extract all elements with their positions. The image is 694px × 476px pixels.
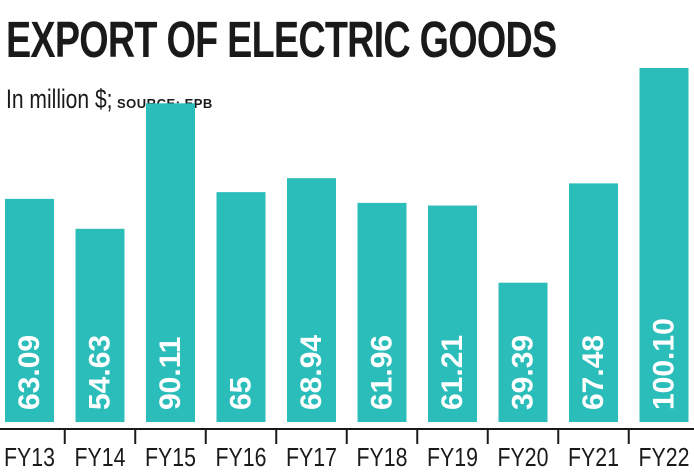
x-tick-label-fy16: FY16 [216, 443, 267, 473]
x-tick-label-fy15: FY15 [145, 443, 196, 473]
value-label-fy16: 65 [225, 377, 258, 410]
bar-fy15 [146, 103, 195, 422]
value-label-fy22: 100.10 [648, 318, 681, 410]
x-tick-label-fy18: FY18 [357, 443, 408, 473]
value-label-fy18: 61.96 [366, 335, 399, 410]
bar-fy17 [287, 178, 336, 422]
x-tick-label-fy19: FY19 [427, 443, 478, 473]
bar-fy22 [639, 68, 689, 422]
value-label-fy13: 63.09 [13, 335, 46, 410]
bar-fy20 [498, 282, 548, 422]
bar-fy21 [569, 183, 618, 422]
bar-fy16 [216, 192, 266, 422]
x-tick-label-fy13: FY13 [4, 443, 55, 473]
value-label-fy20: 39.39 [507, 335, 540, 410]
value-label-fy19: 61.21 [436, 335, 469, 410]
value-label-fy14: 54.63 [84, 335, 117, 410]
x-tick-label-fy20: FY20 [498, 443, 549, 473]
value-label-fy15: 90.11 [154, 337, 187, 410]
bar-fy14 [75, 228, 125, 422]
x-tick-label-fy21: FY21 [568, 443, 619, 473]
bar-fy18 [357, 202, 407, 422]
chart-title: EXPORT OF ELECTRIC GOODS [6, 11, 557, 68]
x-tick-label-fy22: FY22 [639, 443, 690, 473]
bar-fy19 [428, 205, 477, 422]
unit-label: In million $; [6, 84, 113, 114]
bar-fy13 [5, 198, 54, 422]
value-label-fy17: 68.94 [295, 335, 328, 410]
value-label-fy21: 67.48 [577, 335, 610, 410]
x-tick-label-fy14: FY14 [75, 443, 126, 473]
x-tick-label-fy17: FY17 [286, 443, 337, 473]
